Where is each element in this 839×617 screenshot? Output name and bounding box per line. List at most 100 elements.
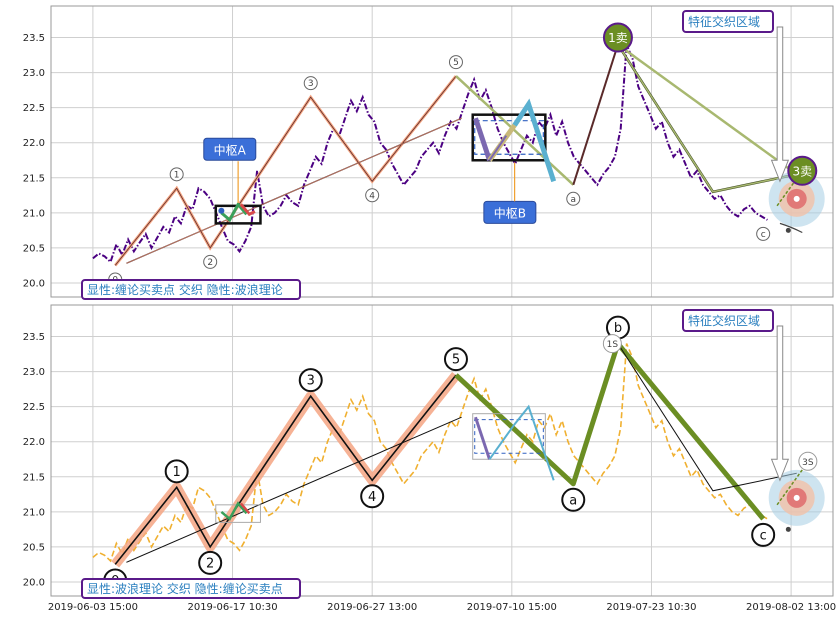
wave-label-a: a <box>571 195 577 205</box>
wave-label-b: b <box>614 321 622 336</box>
zhongshu-a-wave-green <box>220 501 248 521</box>
zone-pointer-dot <box>785 227 791 233</box>
wave-label-a: a <box>569 493 577 508</box>
wave-label-4: 4 <box>369 191 375 201</box>
y-tick-label: 20.0 <box>23 577 45 588</box>
feature-zone-label: 特征交织区域 <box>688 14 760 29</box>
wave-label-circle-2 <box>198 550 223 575</box>
zhongshu-a-label-box <box>203 137 257 161</box>
y-tick-label: 23.0 <box>23 367 45 378</box>
x-tick-label: 2019-06-03 15:00 <box>48 602 138 613</box>
zhongshu-b-box-faint <box>472 413 546 460</box>
wave-label-2: 2 <box>206 556 214 571</box>
y-tick-label: 20.0 <box>23 278 45 289</box>
zhongshu-b-seg-purple <box>473 117 492 162</box>
feature-zone-label-box <box>682 309 774 332</box>
wave-ab <box>572 44 619 186</box>
feature-zone-label: 特征交织区域 <box>688 313 760 328</box>
y-tick-label: 23.0 <box>23 68 45 79</box>
panel-caption: 显性:缠论买卖点 交织 隐性:波浪理论 <box>87 282 283 297</box>
wave-label-circle-5 <box>448 55 463 70</box>
panel-caption-box <box>81 279 301 300</box>
signal-label-0: 1S <box>607 340 619 350</box>
signal-circle-0 <box>602 334 622 354</box>
zone-dash <box>776 469 803 506</box>
trend-line-glow <box>126 117 462 264</box>
trend-line <box>126 416 462 563</box>
wave-label-1: 1 <box>173 465 181 480</box>
y-tick-label: 22.0 <box>23 437 45 448</box>
y-tick-label: 21.5 <box>23 472 45 483</box>
wave-label-circle-3 <box>303 76 318 91</box>
plot-background <box>51 6 833 297</box>
y-tick-label: 22.5 <box>23 402 45 413</box>
feature-zone-center <box>793 195 800 202</box>
price-series-line <box>92 44 768 264</box>
zhongshu-b-seg-purple <box>474 416 491 460</box>
y-tick-label: 20.5 <box>23 542 45 553</box>
x-tick-label: 2019-07-23 10:30 <box>606 602 696 613</box>
plot-frame <box>50 5 834 298</box>
zhongshu-a-wave-green <box>220 201 248 223</box>
zhongshu-a-wave-red <box>239 502 251 515</box>
wave-b-3sell <box>617 43 798 176</box>
x-axis: 2019-06-03 15:00 2019-06-17 10:30 2019-06-… <box>48 602 836 613</box>
wave-label-circle-4 <box>365 188 380 203</box>
plot-frame <box>50 304 834 597</box>
zhongshu-a-label: 中枢A <box>214 142 247 157</box>
wave-bc-light <box>617 44 797 193</box>
wave-label-circle-1 <box>169 167 184 182</box>
feature-zone-label-box <box>682 10 774 33</box>
zhongshu-b-label: 中枢B <box>494 205 526 220</box>
wave-label-circle-1 <box>164 459 189 484</box>
wave-label-circle-c <box>756 226 771 241</box>
y-tick-label: 21.5 <box>23 173 45 184</box>
y-tick-label: 23.5 <box>23 332 45 343</box>
zone-pointer-dot <box>785 526 791 532</box>
wave-bc-thin <box>617 343 797 492</box>
wave-label-2: 2 <box>207 258 213 268</box>
x-tick-label: 2019-08-02 13:00 <box>746 602 836 613</box>
wave-label-circle-a <box>561 487 586 512</box>
signal-label-0: 1卖 <box>608 31 628 45</box>
wave-label-circle-c <box>751 522 776 547</box>
x-tick-label: 2019-06-17 10:30 <box>187 602 277 613</box>
bottom-panel: 20.020.521.021.522.022.523.023.5012345ab… <box>23 304 834 599</box>
y-tick-label: 23.5 <box>23 33 45 44</box>
wave-impulse-core <box>114 75 457 266</box>
y-tick-label: 22.5 <box>23 103 45 114</box>
x-tick-label: 2019-06-27 13:00 <box>327 602 417 613</box>
wave-label-circle-4 <box>360 484 385 509</box>
feature-zone-center <box>793 494 800 501</box>
wave-label-c: c <box>760 528 767 543</box>
signal-badge-1 <box>787 155 818 186</box>
wave-label-5: 5 <box>453 58 459 68</box>
wave-label-c: c <box>761 230 766 240</box>
price-series-line <box>92 343 768 563</box>
wave-label-4: 4 <box>368 490 376 505</box>
wave-label-5: 5 <box>452 353 460 368</box>
wave-label-1: 1 <box>174 170 180 180</box>
signal-circle-1 <box>798 451 818 471</box>
zone-pointer <box>779 222 803 234</box>
zhongshu-b-inner <box>474 419 544 454</box>
zone-arrow <box>770 325 790 482</box>
wave-corrective-green <box>454 341 766 521</box>
zhongshu-b-seg-cyan <box>512 98 557 183</box>
panel-caption: 显性:波浪理论 交织 隐性:缠论买卖点 <box>87 581 283 596</box>
signal-label-1: 3S <box>802 458 814 468</box>
wave-label-circle-2 <box>203 254 218 269</box>
zhongshu-a-wave-red <box>239 203 256 217</box>
y-tick-label: 22.0 <box>23 138 45 149</box>
signal-badge-0 <box>602 22 633 53</box>
top-panel: 20.020.521.021.522.022.523.023.5012345ac… <box>23 5 834 300</box>
zhongshu-b-inner <box>474 120 544 155</box>
y-tick-label: 21.0 <box>23 208 45 219</box>
zhongshu-a-dot <box>218 207 225 214</box>
zhongshu-b-seg-cyan <box>488 404 555 481</box>
wave-label-circle-a <box>566 191 581 206</box>
zone-arrow <box>770 26 790 183</box>
wave-label-3: 3 <box>308 79 314 89</box>
y-tick-label: 21.0 <box>23 507 45 518</box>
